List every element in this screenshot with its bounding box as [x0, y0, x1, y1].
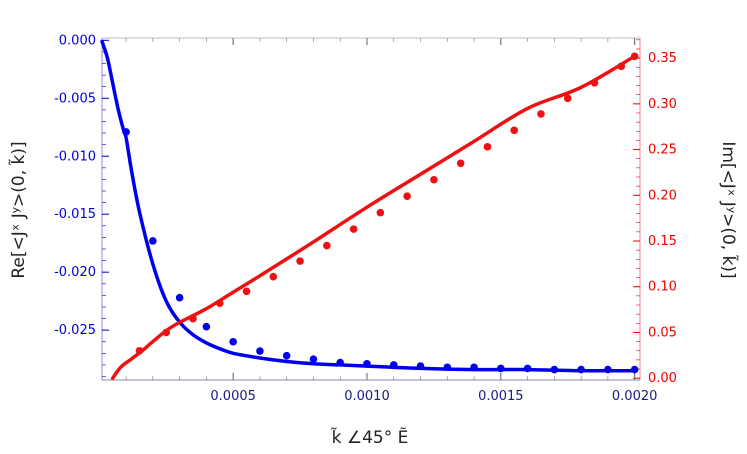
imag-part-point: [483, 143, 492, 151]
left-y-axis-title: Re[<Jˣ Jʸ>(0, k̃)]: [8, 141, 29, 278]
right-tick-label: 0.25: [648, 143, 677, 158]
real-part-point: [336, 358, 345, 367]
real-part-point: [149, 237, 157, 245]
real-part-point: [229, 337, 237, 346]
real-part-point: [604, 365, 612, 374]
real-part-point: [122, 128, 130, 136]
x-axis-title: k̃ ∠45° Ẽ: [331, 426, 408, 448]
right-tick-label: 0.10: [648, 280, 677, 295]
x-tick-label: 0.0010: [344, 389, 390, 404]
left-tick-label: -0.010: [54, 149, 96, 164]
imag-part-point: [563, 94, 572, 103]
real-part-point: [202, 322, 211, 331]
real-part-point: [497, 364, 505, 373]
real-part-point: [175, 293, 184, 302]
imag-part-point: [430, 175, 438, 184]
imag-part-point: [349, 225, 358, 233]
right-tick-label: 0.05: [648, 325, 677, 340]
x-tick-label: 0.0015: [478, 389, 524, 404]
imag-part-curve: [110, 54, 637, 380]
imag-part-point: [242, 287, 251, 296]
real-part-point: [309, 355, 318, 363]
imag-part-point: [296, 257, 304, 265]
left-tick-label: -0.005: [54, 91, 96, 106]
real-part-point: [577, 365, 585, 374]
real-part-point: [389, 361, 398, 369]
axes-frame: [101, 37, 641, 381]
real-part-point: [523, 364, 532, 373]
real-part-point: [416, 362, 425, 370]
left-tick-label: -0.020: [54, 265, 96, 280]
imag-part-point: [189, 314, 197, 323]
imag-part-point: [162, 328, 171, 337]
real-part-point: [443, 363, 452, 372]
imag-part-point: [376, 208, 385, 217]
imag-part-point: [510, 126, 518, 135]
right-tick-label: 0.00: [648, 371, 677, 386]
imag-part-point: [617, 62, 626, 71]
imag-part-point: [323, 241, 331, 250]
imag-part-point: [456, 159, 465, 168]
imag-part-point: [590, 79, 599, 87]
right-tick-label: 0.20: [648, 188, 677, 203]
real-part-point: [363, 359, 371, 368]
imag-part-point: [537, 110, 545, 118]
right-tick-label: 0.35: [648, 51, 677, 66]
series-layer: [100, 39, 639, 380]
axis-ticks: 0.000-0.005-0.010-0.015-0.020-0.0250.000…: [54, 33, 677, 404]
left-tick-label: -0.025: [54, 323, 96, 338]
imag-part-point: [630, 52, 639, 61]
imag-part-point: [403, 192, 411, 200]
imag-part-point: [215, 299, 224, 307]
real-part-point: [282, 351, 291, 360]
imag-part-point: [135, 346, 144, 355]
right-y-axis-title: Im[<Jˣ Jʸ>(0, k̃)]: [718, 141, 739, 278]
left-tick-label: 0.000: [59, 33, 96, 48]
x-tick-label: 0.0005: [210, 389, 256, 404]
real-part-point: [550, 365, 559, 374]
real-part-point: [256, 347, 264, 355]
imag-part-point: [269, 272, 278, 281]
real-part-point: [630, 365, 639, 374]
left-tick-label: -0.015: [54, 207, 96, 222]
right-tick-label: 0.15: [648, 234, 677, 249]
right-tick-label: 0.30: [648, 97, 677, 112]
x-tick-label: 0.0020: [612, 389, 658, 404]
real-part-point: [470, 363, 478, 372]
